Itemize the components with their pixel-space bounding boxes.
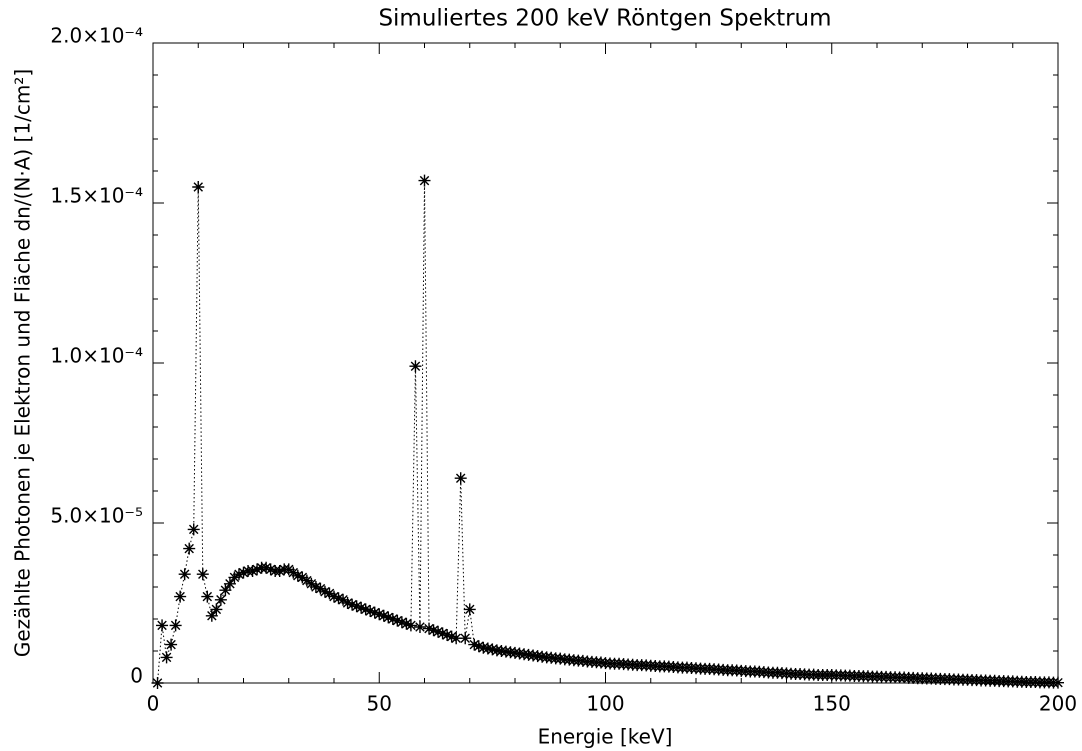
data-point (418, 174, 431, 187)
data-point (332, 592, 345, 605)
data-point (1052, 676, 1064, 689)
data-point (395, 616, 408, 629)
data-point (264, 563, 277, 576)
data-point (445, 630, 458, 643)
data-point (454, 472, 467, 485)
data-point (355, 601, 368, 614)
data-point (228, 571, 241, 584)
data-point (214, 593, 227, 606)
data-point (205, 609, 218, 622)
y-tick-label: 1.0×10⁻⁴ (50, 344, 143, 368)
data-point (409, 360, 422, 373)
x-tick-label: 50 (367, 692, 392, 716)
data-point (201, 590, 214, 603)
data-point (196, 568, 209, 581)
data-point (192, 181, 205, 193)
data-point (287, 566, 300, 579)
data-point (386, 613, 399, 625)
data-point (309, 581, 322, 593)
data-point (337, 593, 350, 606)
x-axis-label: Energie [keV] (538, 725, 673, 749)
data-point (423, 622, 436, 635)
data-point (364, 605, 377, 617)
data-point (450, 632, 463, 645)
data-point (346, 598, 359, 611)
data-point (427, 624, 440, 637)
data-point (436, 627, 449, 640)
data-point (400, 617, 413, 630)
data-point (413, 621, 426, 633)
data-point (178, 568, 191, 581)
data-point (472, 640, 485, 653)
data-point (151, 677, 164, 689)
data-point (391, 614, 404, 627)
data-point (300, 574, 313, 587)
data-point (174, 590, 187, 603)
data-point (169, 619, 182, 632)
data-point (183, 542, 196, 555)
y-tick-label: 0 (130, 664, 143, 688)
data-point (305, 577, 318, 590)
data-point (318, 585, 331, 598)
data-point (219, 584, 232, 597)
data-point (486, 643, 499, 656)
y-tick-label: 5.0×10⁻⁵ (50, 504, 143, 528)
data-point (359, 603, 372, 616)
y-tick-label: 1.5×10⁻⁴ (50, 184, 143, 208)
data-point (463, 603, 476, 616)
data-point (432, 625, 445, 638)
data-point (160, 651, 173, 664)
data-point (373, 608, 386, 621)
data-point (382, 611, 395, 624)
data-line (157, 180, 1058, 684)
data-point (237, 566, 250, 579)
data-point (404, 619, 417, 632)
data-point (314, 582, 327, 595)
chart-title: Simuliertes 200 keV Röntgen Spektrum (378, 6, 831, 32)
data-point (187, 523, 200, 536)
x-tick-label: 100 (586, 692, 624, 716)
data-point (341, 597, 354, 609)
data-point (223, 577, 236, 590)
data-point (441, 629, 454, 641)
data-point (232, 568, 245, 581)
data-point (282, 563, 295, 576)
data-point (350, 600, 363, 613)
data-point (251, 563, 264, 576)
data-point (328, 590, 340, 603)
data-point (368, 606, 381, 619)
data-point (459, 632, 472, 645)
y-tick-label: 2.0×10⁻⁴ (50, 24, 143, 48)
data-point (156, 619, 169, 632)
x-tick-label: 200 (1039, 692, 1077, 716)
y-axis-label: Gezählte Photonen je Elektron und Fläche… (11, 69, 35, 657)
data-point (377, 609, 390, 622)
data-point (291, 569, 304, 582)
data-point (246, 565, 259, 577)
data-point (260, 561, 273, 574)
data-point (323, 587, 336, 600)
x-tick-label: 150 (813, 692, 851, 716)
plot-frame (152, 42, 1059, 684)
x-tick-label: 0 (147, 692, 160, 716)
data-point (210, 603, 223, 616)
data-point (273, 565, 286, 577)
data-point (296, 571, 309, 584)
data-point (481, 642, 494, 655)
data-point (165, 638, 178, 651)
data-point (468, 638, 481, 651)
